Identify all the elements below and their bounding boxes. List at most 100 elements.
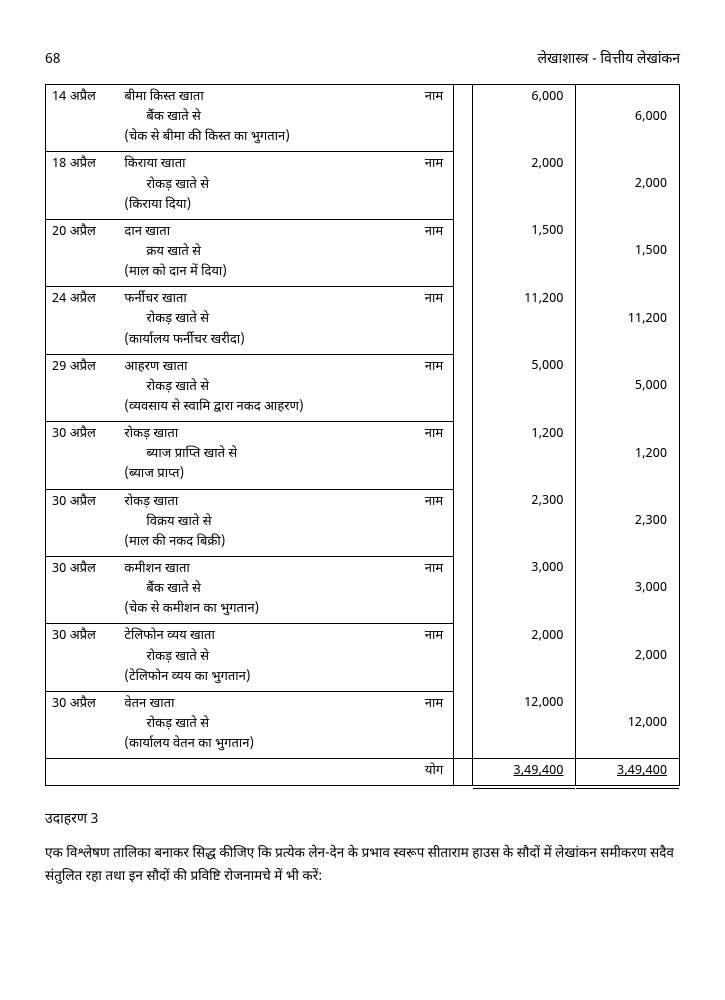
total-cr: 3,49,400 [576, 759, 680, 786]
desc-cell: वेतन खातानामरोकड़ खाते से(कार्यालय वेतन … [118, 691, 453, 758]
desc-cell: दान खातानामक्रय खाते से(माल को दान में द… [118, 219, 453, 286]
naam-label: नाम [425, 88, 447, 108]
entry-sub: रोकड़ खाते से [124, 648, 447, 668]
date-cell: 30 अप्रैल [46, 556, 119, 623]
entry-main: रोकड़ खाता [124, 425, 178, 445]
dr-cell: 5,000 [472, 354, 576, 421]
entry-main: किराया खाता [124, 155, 185, 175]
dr-cell: 3,000 [472, 556, 576, 623]
entry-sub: बैंक खाते से [124, 108, 447, 128]
journal-row: 30 अप्रैलकमीशन खाता नामबैंक खाते से(चेक स… [46, 556, 680, 623]
example-title: उदाहरण 3 [45, 810, 680, 829]
page-number: 68 [45, 50, 60, 69]
entry-sub: क्रय खाते से [124, 243, 447, 263]
dr-cell: 2,300 [472, 489, 576, 556]
naam-label: नाम [425, 425, 447, 445]
entry-note: (माल की नकद बिक्री) [124, 533, 447, 553]
cr-cell: 1,200 [576, 422, 680, 489]
entry-note: (चेक से बीमा की किस्त का भुगतान) [124, 128, 447, 148]
entry-sub: रोकड़ खाते से [124, 310, 447, 330]
blank-cell [454, 219, 473, 286]
entry-main: कमीशन खाता [124, 560, 189, 580]
journal-row: 30 अप्रैलटेलिफोन व्यय खाता नामरोकड़ खाते … [46, 624, 680, 691]
naam-label: नाम [425, 290, 447, 310]
blank-cell [454, 354, 473, 421]
date-cell: 30 अप्रैल [46, 691, 119, 758]
date-cell: 18 अप्रैल [46, 152, 119, 219]
blank-cell [454, 287, 473, 354]
cr-cell: 2,000 [576, 624, 680, 691]
entry-note: (कार्यालय फर्नीचर खरीदा) [124, 331, 447, 351]
journal-row: 14 अप्रैलबीमा किस्त खाता नामबैंक खाते से(… [46, 85, 680, 152]
blank-cell [454, 85, 473, 152]
book-title: लेखाशास्त्र - वित्तीय लेखांकन [538, 50, 681, 69]
cr-cell: 2,000 [576, 152, 680, 219]
blank-cell [454, 489, 473, 556]
entry-note: (व्यवसाय से स्वामि द्वारा नकद आहरण) [124, 398, 447, 418]
dr-cell: 1,500 [472, 219, 576, 286]
date-cell: 30 अप्रैल [46, 422, 119, 489]
date-cell: 20 अप्रैल [46, 219, 119, 286]
entry-note: (ब्याज प्राप्त) [124, 465, 447, 485]
entry-main: बीमा किस्त खाता [124, 88, 203, 108]
entry-main: रोकड़ खाता [124, 493, 178, 513]
desc-cell: आहरण खाता नामरोकड़ खाते से(व्यवसाय से स्व… [118, 354, 453, 421]
date-cell: 14 अप्रैल [46, 85, 119, 152]
dr-cell: 2,000 [472, 152, 576, 219]
total-row: योग 3,49,400 3,49,400 [46, 759, 680, 786]
journal-row: 20 अप्रैलदान खातानामक्रय खाते से(माल को … [46, 219, 680, 286]
naam-label: नाम [425, 155, 447, 175]
entry-sub: ब्याज प्राप्ति खाते से [124, 445, 447, 465]
desc-cell: टेलिफोन व्यय खाता नामरोकड़ खाते से(टेलिफो… [118, 624, 453, 691]
entry-sub: बैंक खाते से [124, 580, 447, 600]
total-dr: 3,49,400 [472, 759, 576, 786]
blank-cell [454, 422, 473, 489]
date-cell: 24 अप्रैल [46, 287, 119, 354]
cr-cell: 6,000 [576, 85, 680, 152]
cr-cell: 1,500 [576, 219, 680, 286]
journal-row: 30 अप्रैलरोकड़ खाता नामविक्रय खाते से(माल… [46, 489, 680, 556]
entry-sub: रोकड़ खाते से [124, 176, 447, 196]
desc-cell: रोकड़ खाता नामब्याज प्राप्ति खाते से(ब्या… [118, 422, 453, 489]
blank-cell [454, 152, 473, 219]
journal-table: 14 अप्रैलबीमा किस्त खातानामबैंक खाते से(… [45, 84, 680, 786]
dr-cell: 1,200 [472, 422, 576, 489]
entry-note: (कार्यालय वेतन का भुगतान) [124, 735, 447, 755]
cr-cell: 12,000 [576, 691, 680, 758]
journal-row: 24 अप्रैलफर्नीचर खातानामरोकड़ खाते से(का… [46, 287, 680, 354]
desc-cell: फर्नीचर खातानामरोकड़ खाते से(कार्यालय फर… [118, 287, 453, 354]
blank-cell [454, 556, 473, 623]
example-text: एक विश्लेषण तालिका बनाकर सिद्ध कीजिए कि … [45, 843, 680, 889]
date-cell: 30 अप्रैल [46, 624, 119, 691]
entry-sub: रोकड़ खाते से [124, 378, 447, 398]
dr-cell: 6,000 [472, 85, 576, 152]
page-header: 68 लेखाशास्त्र - वित्तीय लेखांकन [45, 50, 680, 69]
naam-label: नाम [425, 493, 447, 513]
date-cell: 29 अप्रैल [46, 354, 119, 421]
blank-cell [454, 691, 473, 758]
journal-row: 18 अप्रैलकिराया खातानामरोकड़ खाते से(किर… [46, 152, 680, 219]
dr-cell: 12,000 [472, 691, 576, 758]
cr-cell: 3,000 [576, 556, 680, 623]
naam-label: नाम [425, 560, 447, 580]
entry-main: दान खाता [124, 223, 170, 243]
naam-label: नाम [425, 627, 447, 647]
naam-label: नाम [425, 358, 447, 378]
naam-label: नाम [425, 223, 447, 243]
dr-cell: 2,000 [472, 624, 576, 691]
entry-note: (चेक से कमीशन का भुगतान) [124, 600, 447, 620]
entry-main: टेलिफोन व्यय खाता [124, 627, 214, 647]
cr-cell: 2,300 [576, 489, 680, 556]
entry-sub: रोकड़ खाते से [124, 715, 447, 735]
entry-main: वेतन खाता [124, 695, 174, 715]
journal-row: 30 अप्रैलवेतन खातानामरोकड़ खाते से(कार्य… [46, 691, 680, 758]
entry-note: (टेलिफोन व्यय का भुगतान) [124, 668, 447, 688]
date-cell: 30 अप्रैल [46, 489, 119, 556]
entry-main: आहरण खाता [124, 358, 187, 378]
entry-sub: विक्रय खाते से [124, 513, 447, 533]
desc-cell: बीमा किस्त खाता नामबैंक खाते से(चेक से बी… [118, 85, 453, 152]
dr-cell: 11,200 [472, 287, 576, 354]
journal-row: 29 अप्रैलआहरण खाता नामरोकड़ खाते से(व्यवस… [46, 354, 680, 421]
cr-cell: 11,200 [576, 287, 680, 354]
cr-cell: 5,000 [576, 354, 680, 421]
